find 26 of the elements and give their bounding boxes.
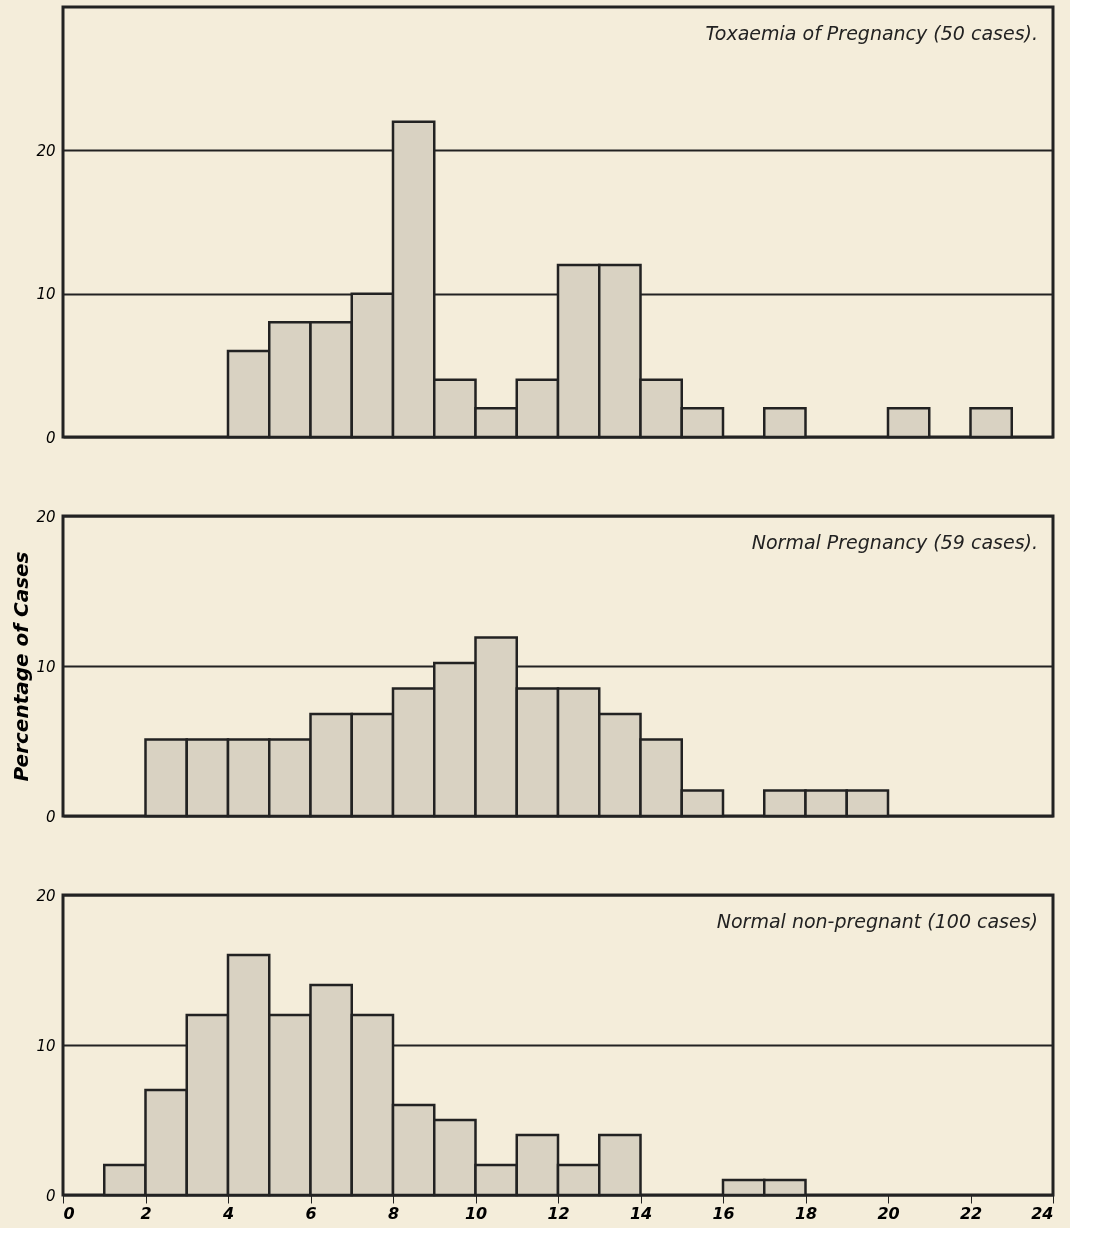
x-tick-label: 20 — [877, 1203, 900, 1223]
x-tick-label: 18 — [794, 1203, 818, 1223]
y-axis-title: Percentage of Cases — [9, 551, 34, 782]
x-tick-label: 16 — [712, 1203, 735, 1223]
x-tick-label: 4 — [221, 1203, 235, 1223]
x-tick-label: 12 — [547, 1203, 570, 1223]
x-tick-label: 2 — [140, 1203, 152, 1223]
y-tick-label: 20 — [36, 507, 56, 526]
y-tick-label: 10 — [36, 657, 56, 676]
x-tick-label: 10 — [464, 1203, 488, 1223]
x-tick-label: 8 — [387, 1203, 400, 1223]
x-tick-label: 0 — [63, 1203, 75, 1223]
y-tick-label: 0 — [45, 428, 56, 447]
text: Normal non-pregnant (100 cases) — [716, 910, 1038, 932]
y-tick-label: 10 — [36, 285, 56, 304]
x-tick-label: 22 — [959, 1203, 983, 1223]
x-tick-label: 6 — [305, 1203, 317, 1223]
y-tick-label: 0 — [45, 807, 56, 826]
x-tick-label: 24 — [1031, 1203, 1054, 1223]
text: Normal Pregnancy (59 cases). — [751, 531, 1038, 553]
text: Toxaemia of Pregnancy (50 cases). — [705, 22, 1038, 44]
y-tick-label: 10 — [36, 1036, 56, 1055]
y-tick-label: 0 — [45, 1186, 56, 1205]
y-tick-label: 20 — [36, 886, 56, 905]
y-tick-label: 20 — [36, 141, 56, 160]
x-tick-label: 14 — [629, 1203, 653, 1223]
